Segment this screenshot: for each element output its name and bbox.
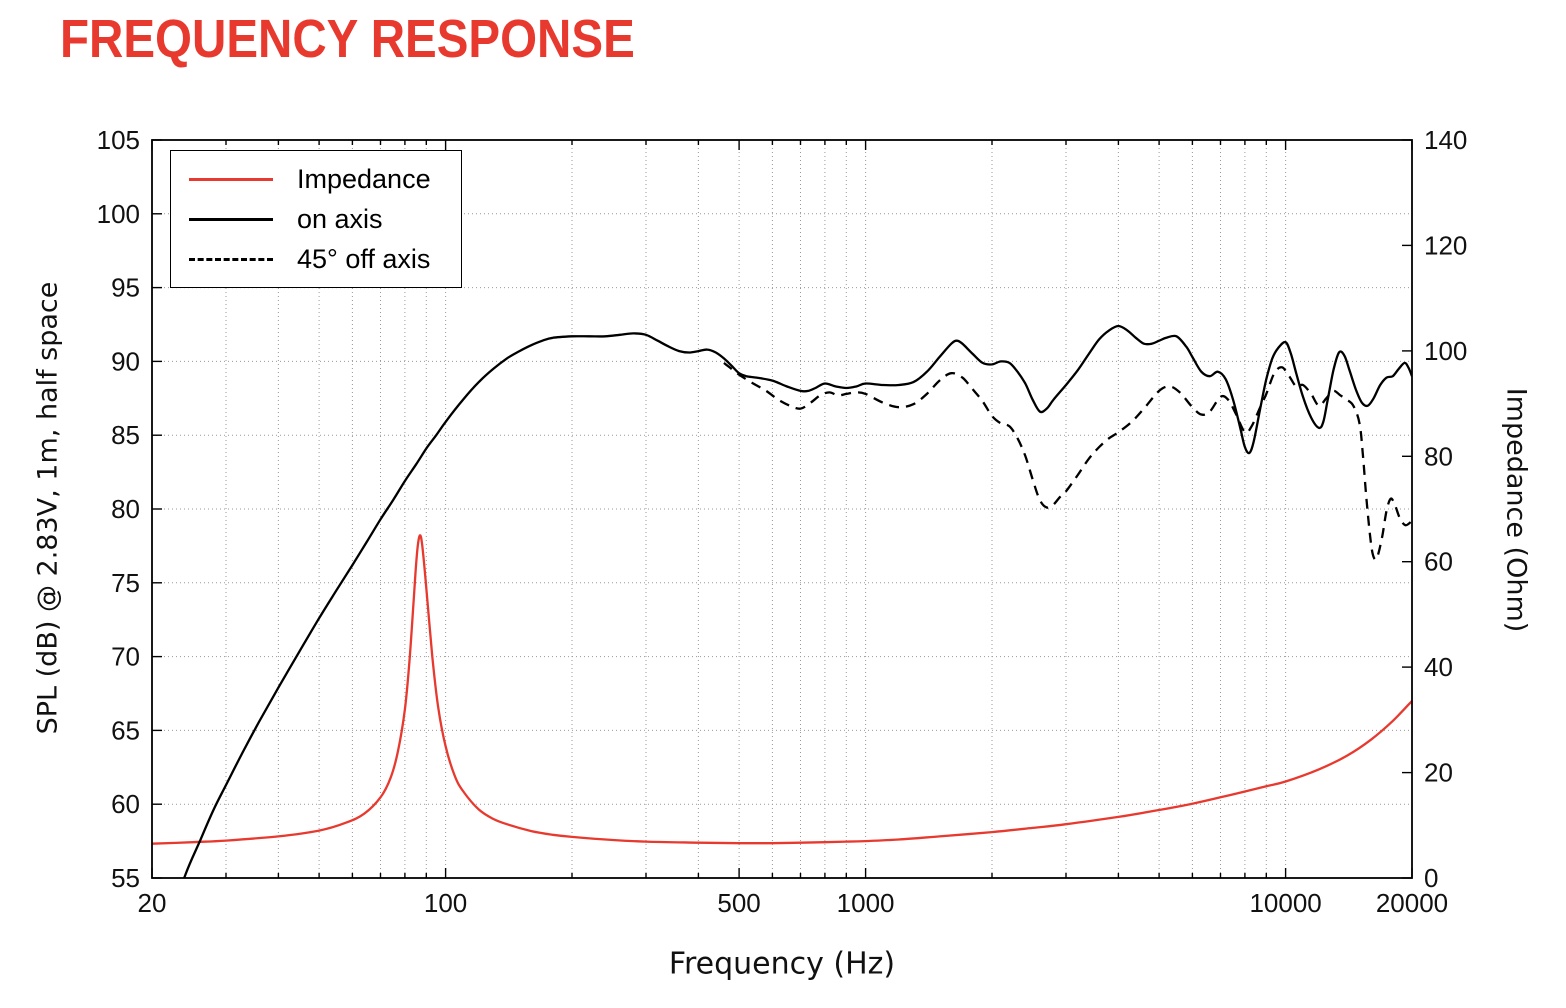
svg-text:95: 95 xyxy=(111,273,140,303)
svg-text:65: 65 xyxy=(111,715,140,745)
svg-text:40: 40 xyxy=(1424,652,1453,682)
svg-text:20: 20 xyxy=(138,888,167,918)
svg-text:140: 140 xyxy=(1424,125,1467,155)
svg-text:90: 90 xyxy=(111,346,140,376)
svg-text:0: 0 xyxy=(1424,863,1438,893)
y-axis-label-left: SPL (dB) @ 2.83V, 1m, half space xyxy=(32,281,64,735)
series-45-off-axis xyxy=(723,361,1412,561)
svg-text:70: 70 xyxy=(111,642,140,672)
svg-text:85: 85 xyxy=(111,420,140,450)
svg-text:60: 60 xyxy=(111,789,140,819)
series-on-axis xyxy=(182,324,1412,878)
svg-text:10000: 10000 xyxy=(1249,888,1321,918)
legend: Impedance on axis 45° off axis xyxy=(170,150,462,288)
page-title: FREQUENCY RESPONSE xyxy=(60,9,635,69)
svg-text:100: 100 xyxy=(424,888,467,918)
svg-text:500: 500 xyxy=(717,888,760,918)
svg-text:20: 20 xyxy=(1424,758,1453,788)
y-axis-label-right: Impedance (Ohm) xyxy=(1500,387,1532,633)
legend-label: on axis xyxy=(297,203,383,234)
svg-text:20000: 20000 xyxy=(1376,888,1448,918)
legend-item-impedance: Impedance xyxy=(171,159,461,199)
series-impedance xyxy=(152,534,1412,845)
legend-label: Impedance xyxy=(297,163,431,194)
svg-text:75: 75 xyxy=(111,568,140,598)
svg-text:60: 60 xyxy=(1424,547,1453,577)
svg-text:120: 120 xyxy=(1424,230,1467,260)
grid xyxy=(152,140,1412,878)
legend-item-on-axis: on axis xyxy=(171,199,461,239)
axis-tick-labels: 20 100 500 1000 10000 20000556065707580859095… xyxy=(97,125,1468,918)
svg-text:1000: 1000 xyxy=(837,888,895,918)
legend-label: 45° off axis xyxy=(297,243,431,274)
x-axis-label: Frequency (Hz) xyxy=(668,946,896,982)
on-axis-line-sample xyxy=(189,217,273,221)
impedance-line-sample xyxy=(189,177,273,181)
svg-text:80: 80 xyxy=(111,494,140,524)
svg-text:100: 100 xyxy=(97,199,140,229)
svg-text:100: 100 xyxy=(1424,336,1467,366)
legend-item-off-axis: 45° off axis xyxy=(171,239,461,279)
svg-text:55: 55 xyxy=(111,863,140,893)
svg-text:105: 105 xyxy=(97,125,140,155)
plot-border xyxy=(151,139,1413,879)
off-axis-line-sample xyxy=(189,257,273,261)
svg-text:80: 80 xyxy=(1424,441,1453,471)
